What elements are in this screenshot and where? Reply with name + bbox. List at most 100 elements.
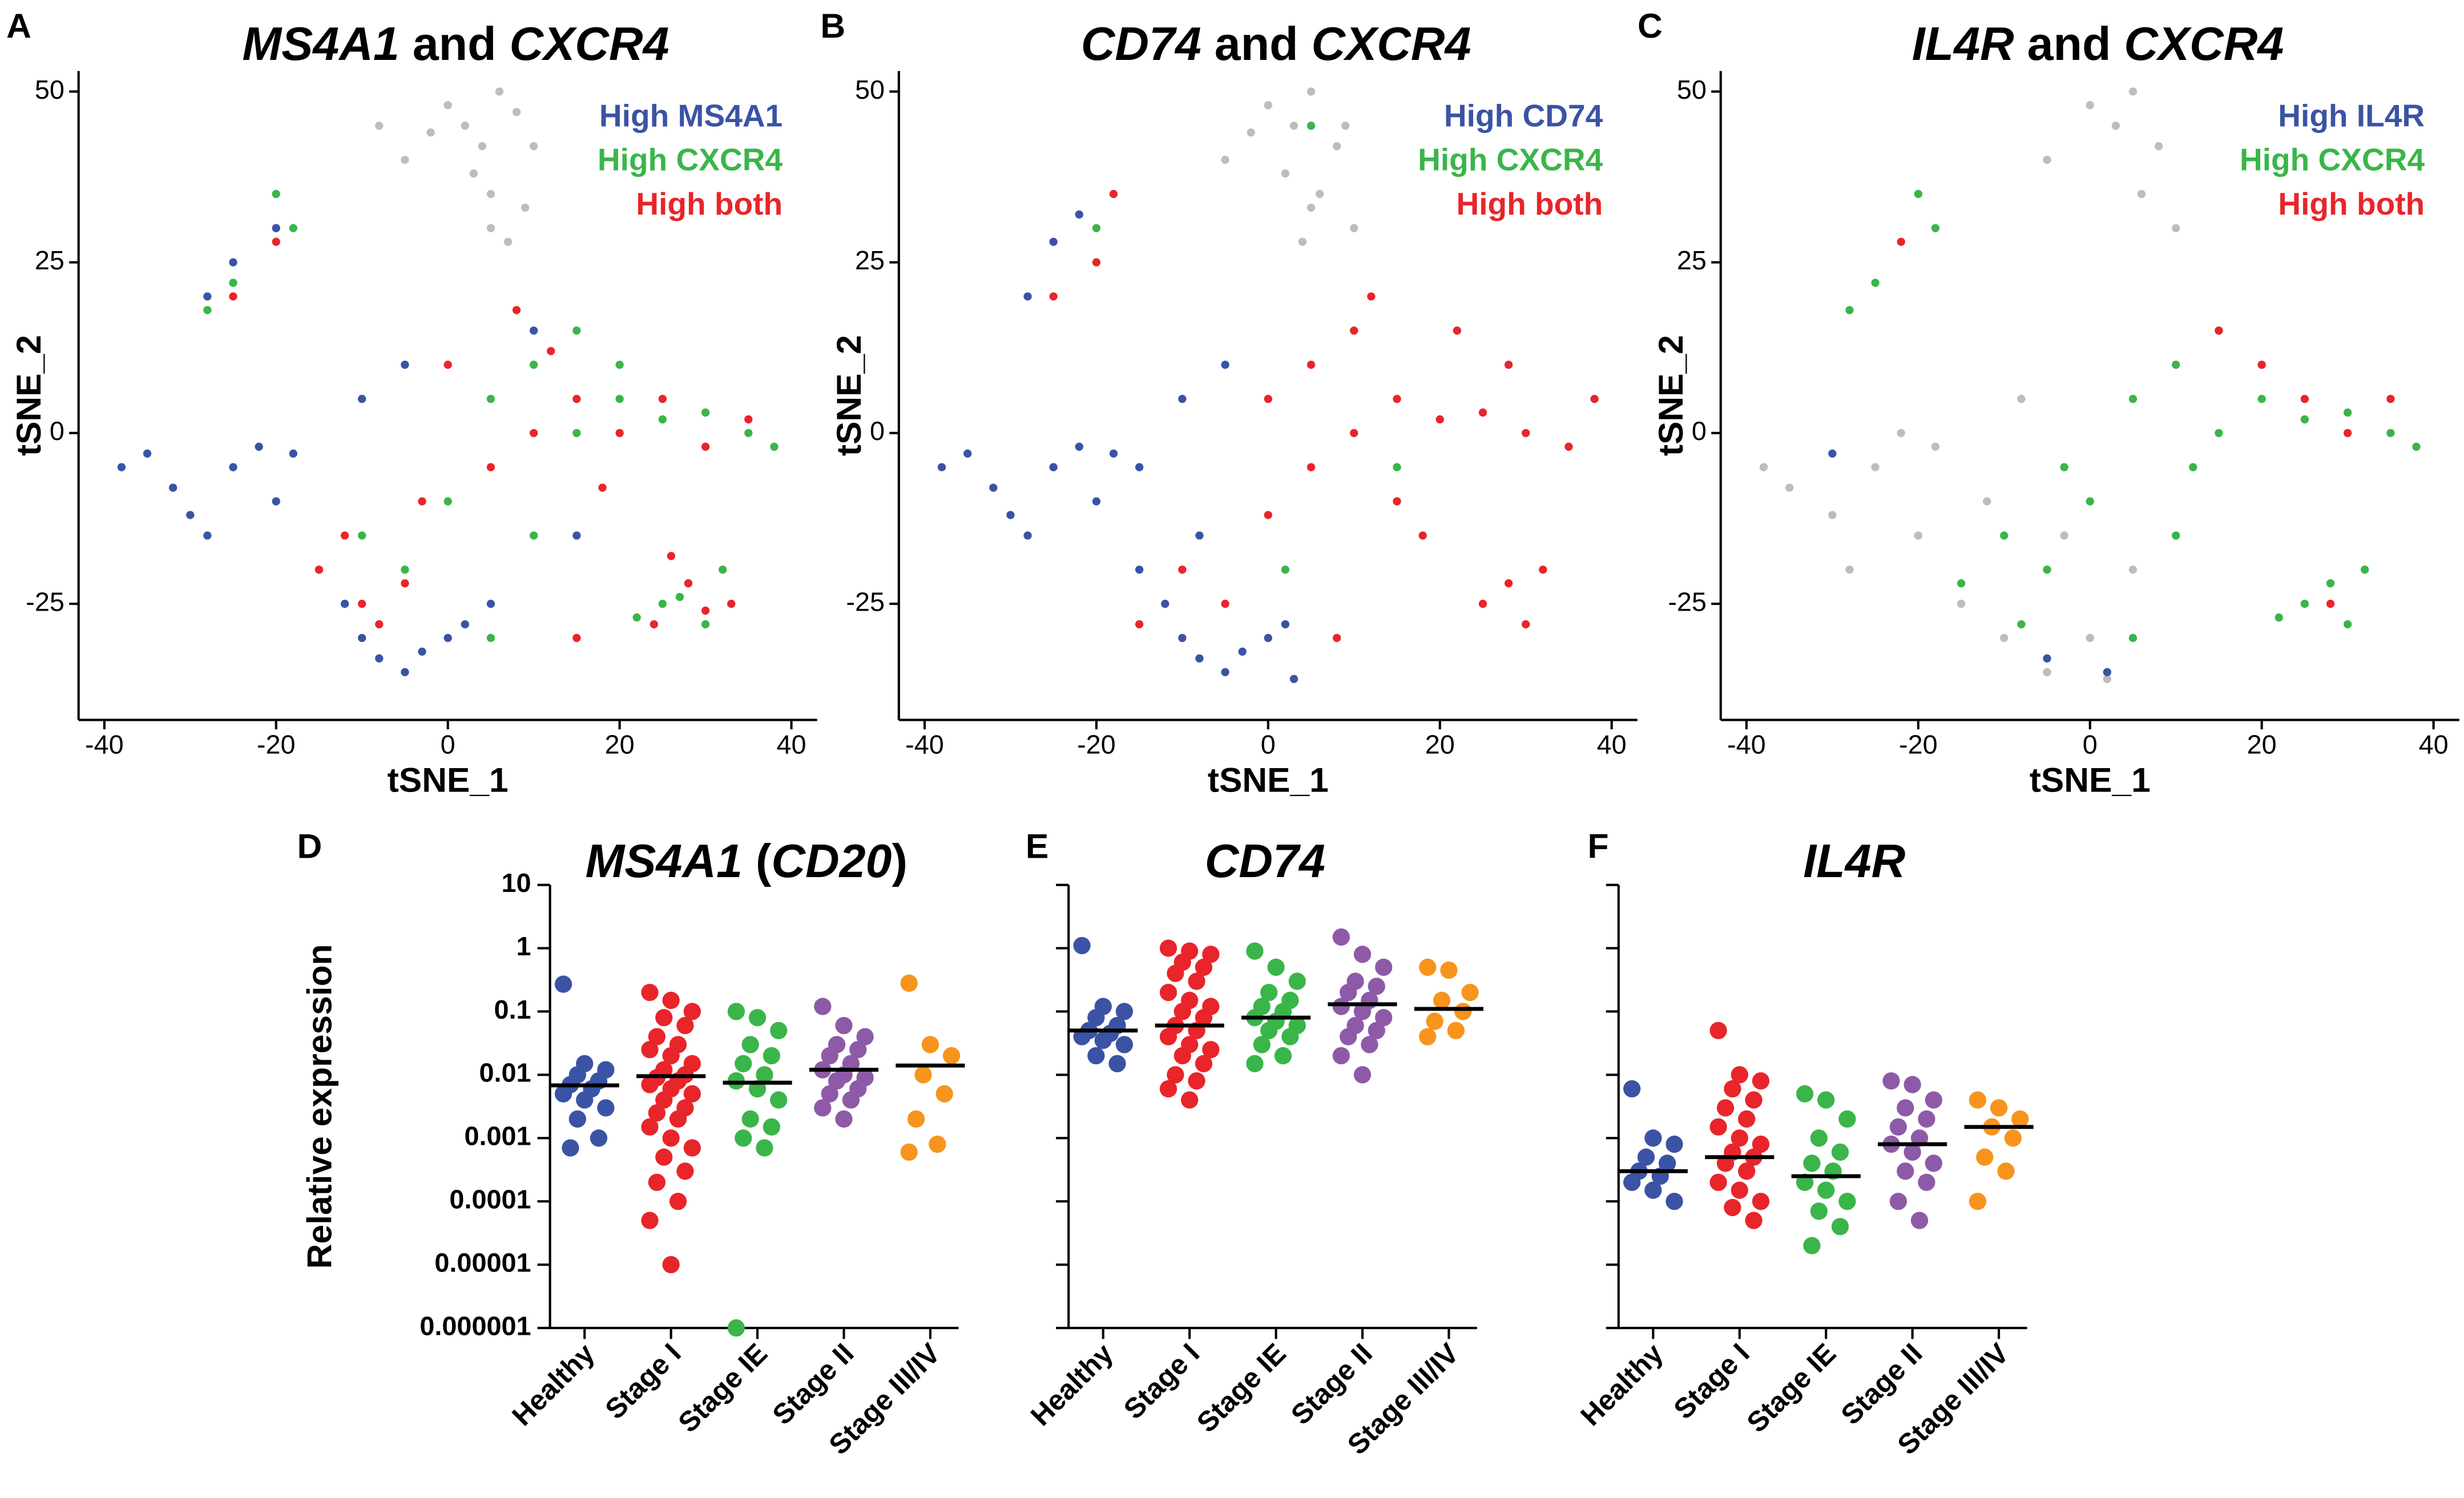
point xyxy=(2000,633,2009,643)
y-axis-label: tSNE_2 xyxy=(9,335,48,456)
point xyxy=(2043,668,2051,676)
dot xyxy=(1340,983,1357,1002)
point xyxy=(1178,566,1187,574)
point xyxy=(1785,483,1794,492)
point xyxy=(1075,442,1083,451)
dot xyxy=(1738,1162,1756,1180)
dot xyxy=(1368,978,1385,995)
dot xyxy=(1623,1173,1641,1191)
dot xyxy=(1709,1118,1727,1136)
point xyxy=(272,237,280,246)
point xyxy=(443,101,452,110)
point xyxy=(426,128,435,137)
point xyxy=(1983,497,1991,506)
dot xyxy=(1665,1135,1683,1153)
dot xyxy=(1918,1110,1935,1128)
point xyxy=(2361,566,2369,574)
point xyxy=(2343,620,2352,629)
point xyxy=(529,531,538,540)
dot xyxy=(1188,1072,1205,1090)
dot xyxy=(735,1055,752,1073)
point xyxy=(684,579,693,588)
dot xyxy=(735,1129,752,1147)
point xyxy=(2017,620,2026,629)
dot xyxy=(1918,1173,1935,1191)
point xyxy=(1845,566,1854,574)
dot xyxy=(1167,964,1184,982)
point xyxy=(401,668,409,676)
point xyxy=(2043,566,2051,574)
dot xyxy=(814,1099,832,1117)
point xyxy=(461,122,469,130)
point xyxy=(1264,511,1272,519)
point xyxy=(615,394,624,403)
dot xyxy=(1260,983,1278,1002)
point xyxy=(143,449,152,458)
point xyxy=(1195,531,1204,540)
dot xyxy=(683,1003,701,1020)
dot xyxy=(683,1085,701,1103)
dot xyxy=(1745,1091,1763,1109)
dot xyxy=(1969,1091,1987,1109)
x-tick-label: 40 xyxy=(2419,730,2449,760)
dot xyxy=(935,1085,953,1103)
dot xyxy=(1724,1198,1741,1217)
dot xyxy=(576,1091,594,1109)
point xyxy=(572,429,581,438)
point xyxy=(1238,647,1247,656)
dot xyxy=(1803,1237,1821,1254)
y-tick-label: 0.01 xyxy=(479,1058,531,1088)
point xyxy=(255,442,263,451)
point xyxy=(1418,531,1427,540)
dot xyxy=(676,1162,694,1180)
dot xyxy=(942,1047,961,1065)
dot xyxy=(1274,1047,1292,1065)
point xyxy=(632,613,641,622)
point xyxy=(572,633,581,643)
dot xyxy=(1658,1154,1676,1172)
point xyxy=(701,606,710,615)
y-tick-label: -25 xyxy=(846,587,885,616)
dot xyxy=(1087,1047,1105,1065)
point xyxy=(547,347,555,356)
dot xyxy=(1246,942,1264,960)
dot xyxy=(1159,1028,1177,1045)
point xyxy=(658,394,667,403)
point xyxy=(2128,566,2138,574)
point xyxy=(615,429,624,438)
point xyxy=(401,155,409,164)
x-tick-label: Healthy xyxy=(506,1337,600,1432)
dot xyxy=(1447,1021,1465,1040)
point xyxy=(1914,189,1922,199)
point xyxy=(1590,394,1599,403)
dot xyxy=(1332,1047,1350,1065)
dot xyxy=(1889,1118,1907,1136)
title-part: ( xyxy=(743,834,772,887)
point xyxy=(2137,189,2146,199)
point xyxy=(1006,511,1015,519)
point xyxy=(1306,87,1316,96)
point xyxy=(2017,394,2026,403)
dot xyxy=(1665,1193,1683,1210)
dot xyxy=(1904,1076,1921,1093)
dot xyxy=(1253,1036,1271,1053)
chart-title: MS4A1 and CXCR4 xyxy=(242,17,669,70)
x-tick-label: Healthy xyxy=(1574,1337,1669,1432)
dot xyxy=(1115,1036,1134,1053)
point xyxy=(1522,429,1530,438)
point xyxy=(1289,122,1298,130)
point xyxy=(375,122,384,130)
dot xyxy=(821,1047,838,1065)
point xyxy=(1135,463,1144,471)
dot xyxy=(1173,1047,1191,1065)
y-tick-label: 50 xyxy=(855,75,885,104)
dot xyxy=(662,1255,680,1274)
chart-title: IL4R and CXCR4 xyxy=(1912,17,2284,70)
point xyxy=(1504,361,1513,369)
point xyxy=(1281,620,1290,629)
y-tick-label: 25 xyxy=(1677,245,1707,275)
title-part: CD20 xyxy=(771,834,892,887)
dot xyxy=(648,1104,666,1122)
x-axis-label: tSNE_1 xyxy=(388,761,509,800)
point xyxy=(1478,599,1487,608)
